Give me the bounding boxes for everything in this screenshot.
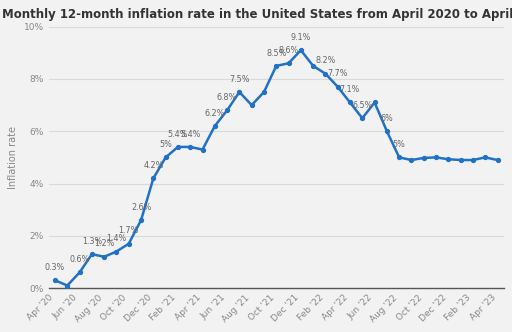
Text: 8.5%: 8.5% bbox=[266, 48, 286, 57]
Y-axis label: Inflation rate: Inflation rate bbox=[8, 126, 18, 189]
Text: 0.3%: 0.3% bbox=[45, 263, 65, 272]
Text: 6.2%: 6.2% bbox=[205, 109, 225, 118]
Text: 2.6%: 2.6% bbox=[131, 203, 151, 212]
Text: 8.2%: 8.2% bbox=[315, 56, 336, 65]
Text: 1.4%: 1.4% bbox=[106, 234, 126, 243]
Text: 6.8%: 6.8% bbox=[217, 93, 237, 102]
Text: 7.1%: 7.1% bbox=[340, 85, 360, 94]
Text: 6.5%: 6.5% bbox=[352, 101, 373, 110]
Text: 1.2%: 1.2% bbox=[94, 239, 114, 248]
Text: 7.5%: 7.5% bbox=[229, 75, 250, 84]
Text: 1.3%: 1.3% bbox=[82, 237, 102, 246]
Text: 5%: 5% bbox=[159, 140, 172, 149]
Text: 5.4%: 5.4% bbox=[168, 129, 188, 138]
Title: Monthly 12-month inflation rate in the United States from April 2020 to April 20: Monthly 12-month inflation rate in the U… bbox=[3, 8, 512, 21]
Text: 6%: 6% bbox=[380, 114, 393, 123]
Text: 0.6%: 0.6% bbox=[70, 255, 90, 264]
Text: 4.2%: 4.2% bbox=[143, 161, 163, 170]
Text: 8.6%: 8.6% bbox=[279, 46, 298, 55]
Text: 7.7%: 7.7% bbox=[328, 69, 348, 78]
Text: 1.7%: 1.7% bbox=[119, 226, 139, 235]
Text: 9.1%: 9.1% bbox=[291, 33, 311, 42]
Text: 5.4%: 5.4% bbox=[180, 129, 200, 138]
Text: 5%: 5% bbox=[393, 140, 406, 149]
